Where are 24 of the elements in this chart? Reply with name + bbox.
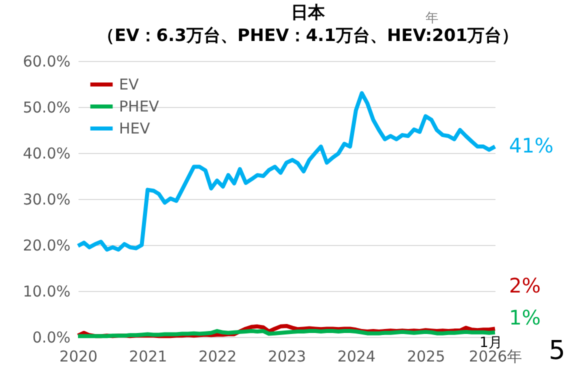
chart-subtitle: （EV：6.3万台、PHEV：4.1万台、HEV:201万台） [98,26,518,46]
y-tick-label: 0.0% [32,328,70,346]
text: 年 [426,11,438,26]
x-tick-label: 2022 [198,348,237,366]
legend-label: EV [119,76,140,94]
text: 5 [548,336,566,366]
y-tick-label: 50.0% [22,98,70,116]
y-tick-label: 30.0% [22,190,70,208]
y-tick-label: 10.0% [22,282,70,300]
y-tick-label: 40.0% [22,144,70,162]
data-label: 1% [509,305,541,330]
line-series [76,91,497,252]
y-tick-label: 60.0% [22,52,70,70]
x-tick-label: 2023 [268,348,306,366]
chart-title: 日本 [291,3,326,23]
x-tick-label: 2020 [59,348,98,366]
legend-label: PHEV [119,98,160,116]
legend-label: HEV [119,120,151,138]
x-tick-label: 2025 [406,348,446,366]
x-tick-label: 2024 [337,348,376,366]
y-tick-label: 20.0% [22,236,70,254]
data-label: 41% [509,134,554,158]
x-tick-label: 2021 [129,348,168,366]
data-label: 2% [509,274,541,298]
